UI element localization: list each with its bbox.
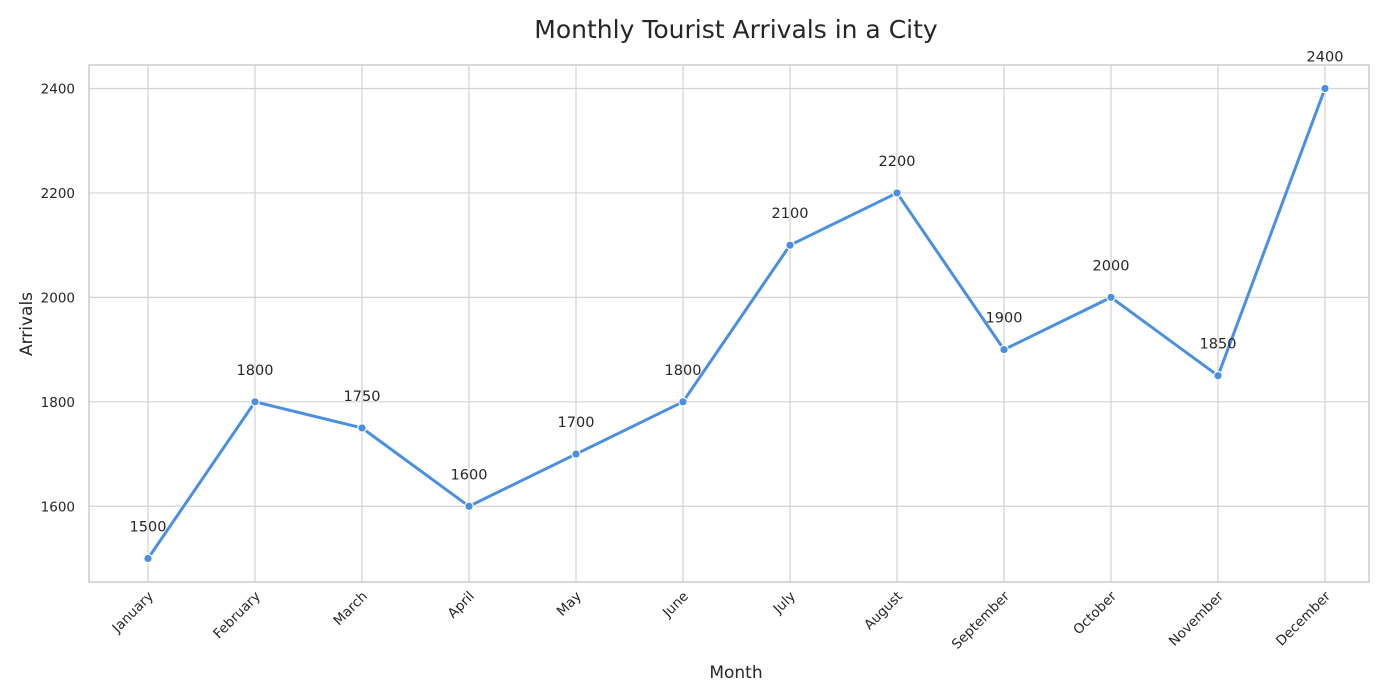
data-point [1106, 292, 1116, 303]
x-axis-label: Month [709, 663, 762, 683]
y-axis-ticks: 1600 1800 2000 2200 2400 [41, 82, 75, 516]
data-label: 1500 [130, 520, 167, 536]
y-tick-label: 2000 [41, 290, 75, 306]
data-point [357, 423, 367, 433]
data-point [571, 449, 581, 459]
data-point [1213, 370, 1223, 381]
plot-frame [88, 64, 1370, 583]
data-label: 2000 [1093, 258, 1130, 274]
x-tick-label: December [1273, 588, 1334, 649]
data-label: 1750 [344, 389, 381, 405]
data-label: 1800 [237, 363, 274, 379]
series-layer [143, 83, 1330, 564]
data-labels: 1500 1800 1750 1600 1700 1800 2100 2200 1900 2000… [130, 50, 1344, 536]
data-label: 1900 [986, 311, 1023, 327]
x-tick-label: March [330, 589, 370, 629]
x-tick-label: April [445, 589, 478, 622]
y-tick-label: 2200 [41, 186, 75, 202]
x-tick-label: October [1070, 588, 1120, 638]
data-point [464, 501, 474, 512]
data-point [1320, 83, 1330, 94]
data-label: 1700 [558, 415, 595, 431]
data-point [250, 397, 260, 407]
x-tick-label: May [554, 589, 585, 620]
chart-title: Monthly Tourist Arrivals in a City [534, 15, 938, 44]
y-tick-label: 2400 [41, 82, 75, 98]
x-tick-label: July [770, 589, 799, 618]
grid-layer [89, 65, 1369, 582]
data-label: 2400 [1307, 50, 1344, 66]
data-point [143, 553, 153, 564]
series-line [146, 87, 1327, 560]
data-point [892, 188, 902, 198]
data-point [999, 344, 1009, 355]
x-tick-label: February [210, 589, 264, 643]
x-tick-label: June [659, 589, 692, 622]
y-tick-label: 1600 [41, 499, 75, 515]
x-tick-label: August [861, 589, 906, 634]
x-tick-label: January [109, 589, 157, 637]
data-point [785, 240, 795, 250]
y-axis-label: Arrivals [17, 292, 37, 356]
data-label: 1600 [451, 467, 488, 483]
y-tick-label: 1800 [41, 395, 75, 411]
x-tick-label: November [1166, 588, 1227, 649]
x-tick-label: September [949, 588, 1013, 652]
data-label: 1850 [1200, 337, 1237, 353]
data-label: 2100 [772, 206, 809, 222]
data-point [678, 397, 688, 407]
x-axis-ticks: January February March April May June July Augu… [109, 588, 1335, 652]
data-label: 2200 [879, 154, 916, 170]
data-label: 1800 [665, 363, 702, 379]
